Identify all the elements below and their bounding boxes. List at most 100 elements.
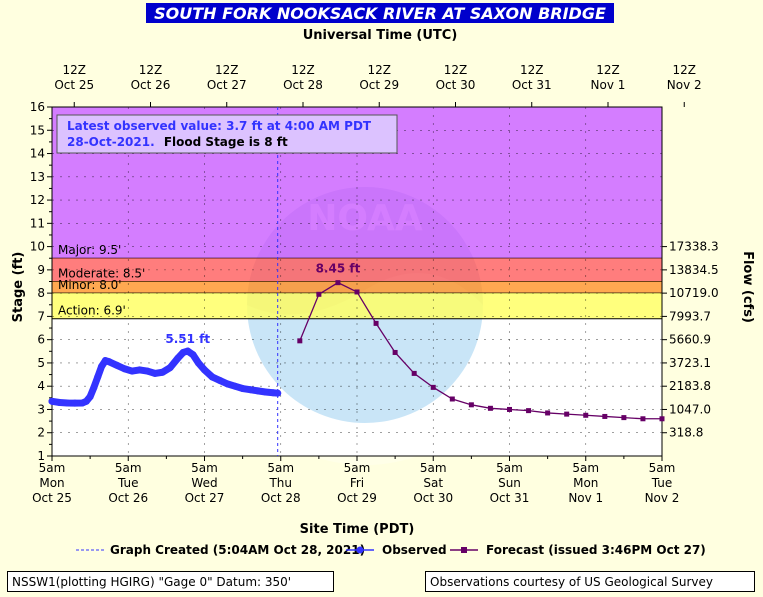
x-tick-time: 5am: [344, 461, 371, 475]
forecast-point: [354, 289, 360, 295]
x-tick-time: 5am: [420, 461, 447, 475]
forecast-point: [316, 291, 322, 297]
top-tick-line2: Oct 29: [359, 78, 399, 92]
y-tick-label: 5: [37, 356, 45, 370]
band-label-moderate: Moderate: 8.5': [58, 267, 145, 281]
forecast-point: [526, 408, 532, 414]
x-tick-day: Mon: [573, 476, 598, 490]
y-tick-label: 9: [37, 263, 45, 277]
observed-point: [246, 386, 254, 394]
top-tick-line1: 12Z: [444, 63, 468, 77]
forecast-point: [297, 338, 303, 344]
band-label-action: Action: 6.9': [58, 304, 126, 318]
x-tick-day: Mon: [39, 476, 64, 490]
flow-tick-label: 2183.8: [669, 379, 711, 393]
top-tick-line2: Oct 25: [54, 78, 94, 92]
observed-point: [174, 354, 182, 362]
y-tick-label: 2: [37, 426, 45, 440]
x-tick-date: Oct 25: [32, 491, 72, 505]
observed-point: [48, 397, 56, 405]
x-tick-day: Sun: [498, 476, 521, 490]
x-tick-date: Oct 31: [490, 491, 530, 505]
x-tick-time: 5am: [267, 461, 294, 475]
top-tick-line1: 12Z: [215, 63, 239, 77]
y-tick-label: 10: [30, 240, 45, 254]
flow-tick-label: 7993.7: [669, 309, 711, 323]
y-tick-label: 12: [30, 193, 45, 207]
y-tick-label: 16: [30, 100, 45, 114]
observed-point: [254, 387, 262, 395]
y-tick-label: 3: [37, 402, 45, 416]
observed-point: [262, 388, 269, 396]
observed-point: [56, 398, 64, 406]
flow-tick-label: 5660.9: [669, 333, 711, 347]
forecast-point: [430, 384, 436, 390]
flow-tick-label: 1047.0: [669, 402, 711, 416]
title-bar: [146, 3, 614, 23]
x-tick-day: Tue: [651, 476, 673, 490]
forecast-line: [299, 281, 662, 420]
top-tick-line1: 12Z: [520, 63, 544, 77]
forecast-point: [621, 415, 627, 421]
top-tick-line1: 12Z: [291, 63, 315, 77]
forecast-point: [468, 402, 474, 408]
observed-point: [120, 365, 128, 373]
observed-point: [63, 399, 71, 407]
x-tick-day: Wed: [191, 476, 217, 490]
x-tick-date: Nov 2: [645, 491, 680, 505]
observed-point: [189, 351, 197, 359]
observed-point: [274, 389, 282, 397]
x-tick-time: 5am: [496, 461, 523, 475]
observed-point: [71, 399, 79, 407]
top-tick-line2: Nov 2: [667, 78, 702, 92]
observed-point: [166, 364, 174, 372]
observed-point: [231, 382, 239, 390]
y-tick-label: 15: [30, 123, 45, 137]
forecast-peak-label: 8.45 ft: [316, 262, 361, 276]
flow-tick-label: 3723.1: [669, 356, 711, 370]
left-axis-label: Stage (ft): [11, 252, 26, 323]
forecast-point: [392, 349, 398, 355]
observed-point: [128, 367, 136, 375]
band-action: [52, 293, 662, 319]
observed-point: [194, 359, 202, 367]
y-tick-label: 4: [37, 379, 45, 393]
series-layer: 5.51 ft 8.45 ft: [48, 107, 665, 456]
top-axis-label: Universal Time (UTC): [303, 28, 458, 43]
observed-point: [90, 383, 98, 391]
top-tick-line2: Oct 27: [207, 78, 247, 92]
bottom-axis-label: Site Time (PDT): [300, 522, 415, 537]
x-tick-day: Fri: [350, 476, 364, 490]
observed-point: [208, 373, 216, 381]
y-tick-label: 13: [30, 170, 45, 184]
x-tick-date: Oct 29: [337, 491, 377, 505]
top-tick-line1: 12Z: [672, 63, 696, 77]
forecast-point: [659, 416, 665, 422]
observed-point: [239, 385, 247, 393]
y-tick-label: 1: [37, 449, 45, 463]
y-tick-label: 6: [37, 333, 45, 347]
x-tick-time: 5am: [39, 461, 66, 475]
top-tick-line2: Nov 1: [591, 78, 626, 92]
band-label-major: Major: 9.5': [58, 243, 121, 257]
y-tick-label: 8: [37, 286, 45, 300]
legend-observed-marker: [356, 546, 364, 554]
observed-point: [143, 367, 151, 375]
info-date: 28-Oct-2021.: [67, 135, 155, 149]
x-tick-time: 5am: [649, 461, 676, 475]
x-tick-date: Oct 28: [261, 491, 301, 505]
forecast-point: [411, 370, 417, 376]
x-tick-time: 5am: [572, 461, 599, 475]
forecast-point: [545, 410, 551, 416]
flow-tick-label: 13834.5: [669, 263, 719, 277]
y-tick-label: 7: [37, 309, 45, 323]
top-tick-line1: 12Z: [62, 63, 86, 77]
observed-point: [98, 362, 106, 370]
top-tick-line2: Oct 30: [436, 78, 476, 92]
observed-point: [223, 380, 231, 388]
x-tick-day: Sat: [423, 476, 443, 490]
observed-point: [136, 366, 144, 374]
x-tick-date: Oct 26: [108, 491, 148, 505]
y-tick-label: 14: [30, 147, 45, 161]
flow-tick-label: 17338.3: [669, 240, 719, 254]
